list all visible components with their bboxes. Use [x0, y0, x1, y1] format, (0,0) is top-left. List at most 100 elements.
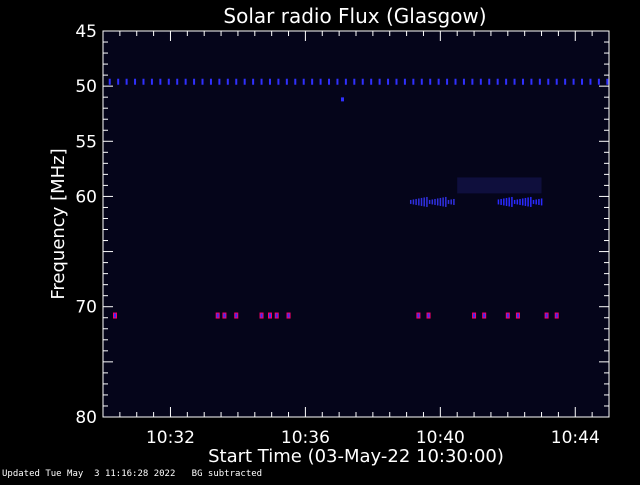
- patch-strip: [453, 198, 455, 205]
- patch-strip: [535, 199, 537, 205]
- band-segment: [218, 78, 221, 85]
- y-tick-label: 70: [75, 298, 97, 318]
- band-segment: [513, 78, 516, 85]
- band-segment: [268, 78, 271, 85]
- band-49-5mhz: [108, 78, 609, 85]
- band-segment: [488, 78, 491, 85]
- emission-patch: [497, 196, 543, 207]
- band-segment: [176, 78, 179, 85]
- band-segment: [209, 78, 212, 85]
- band-segment: [496, 78, 499, 85]
- band-segment: [462, 78, 465, 85]
- patch-strip: [409, 199, 412, 204]
- x-axis-title: Start Time (03-May-22 10:30:00): [208, 446, 504, 467]
- patch-strip: [434, 198, 436, 205]
- band-segment: [277, 78, 280, 85]
- band-segment: [319, 78, 322, 85]
- emission-dot: [341, 97, 345, 102]
- patch-strip: [497, 199, 500, 205]
- band-segment: [285, 78, 288, 85]
- x-tick-label: 10:40: [416, 428, 465, 448]
- y-axis-title: Frequency [MHz]: [48, 148, 69, 299]
- marker-core: [417, 313, 420, 318]
- band-segment: [370, 78, 373, 85]
- patch-strip: [412, 199, 415, 205]
- patch-strip: [511, 196, 513, 207]
- band-segment: [581, 78, 584, 85]
- band-segment: [420, 78, 423, 85]
- marker-core: [260, 313, 263, 318]
- x-tick-label: 10:36: [281, 428, 330, 448]
- band-segment: [429, 78, 432, 85]
- band-segment: [564, 78, 567, 85]
- band-segment: [344, 78, 347, 85]
- band-segment: [597, 78, 600, 85]
- y-tick-label: 60: [75, 187, 97, 207]
- band-segment: [167, 78, 170, 85]
- band-segment: [437, 78, 440, 85]
- marker-core: [545, 313, 548, 318]
- marker-core: [555, 313, 558, 318]
- y-tick-label: 45: [75, 22, 97, 42]
- y-tick-label: 50: [75, 77, 97, 97]
- band-segment: [294, 78, 297, 85]
- band-segment: [378, 78, 381, 85]
- patch-strip: [513, 199, 516, 204]
- band-segment: [184, 78, 187, 85]
- band-segment: [252, 78, 255, 85]
- band-segment: [589, 78, 592, 85]
- band-segment: [243, 78, 246, 85]
- marker-core: [114, 313, 116, 318]
- marker-core: [427, 313, 430, 318]
- axes: 45 50 55 60 70 80 10:32 10:36 10:40 10:44: [75, 22, 610, 448]
- band-segment: [538, 78, 541, 85]
- patch-strip: [505, 197, 508, 206]
- band-segment: [328, 78, 331, 85]
- patch-strip: [524, 197, 527, 206]
- marker-core: [268, 313, 271, 318]
- patch-strip: [516, 199, 519, 205]
- patch-strip: [445, 196, 447, 207]
- band-segment: [446, 78, 449, 85]
- band-segment: [606, 78, 609, 85]
- band-segment: [193, 78, 196, 85]
- patch-strip: [436, 198, 439, 206]
- patch-strip: [426, 196, 428, 207]
- band-segment: [387, 78, 390, 85]
- patch-strip: [442, 197, 444, 207]
- band-segment: [530, 78, 533, 85]
- patch-strip: [500, 198, 502, 205]
- band-segment: [521, 78, 524, 85]
- patch-strip: [439, 197, 442, 206]
- patch-strip: [418, 198, 420, 206]
- band-segment: [117, 78, 120, 85]
- marker-core: [287, 313, 290, 318]
- band-segment: [235, 78, 238, 85]
- x-tick-label: 10:32: [146, 428, 195, 448]
- patch-strip: [415, 198, 417, 205]
- band-segment: [260, 78, 263, 85]
- band-segment: [555, 78, 558, 85]
- band-segment: [150, 78, 153, 85]
- patch-strip: [540, 198, 543, 206]
- band-segment: [454, 78, 457, 85]
- band-segment: [412, 78, 415, 85]
- plot-area: [102, 30, 610, 418]
- band-segment: [125, 78, 128, 85]
- band-segment: [479, 78, 482, 85]
- y-tick-label: 80: [75, 408, 97, 428]
- marker-core: [483, 313, 486, 318]
- band-segment: [572, 78, 575, 85]
- band-segment: [471, 78, 474, 85]
- band-segment: [395, 78, 398, 85]
- band-segment: [134, 78, 137, 85]
- patch-strip: [423, 197, 425, 207]
- band-segment: [361, 78, 364, 85]
- marker-core: [275, 313, 278, 318]
- chart-title: Solar radio Flux (Glasgow): [223, 4, 486, 28]
- patch-strip: [428, 199, 431, 204]
- band-segment: [302, 78, 305, 85]
- marker-core: [216, 313, 219, 318]
- markers-70mhz: [113, 312, 559, 319]
